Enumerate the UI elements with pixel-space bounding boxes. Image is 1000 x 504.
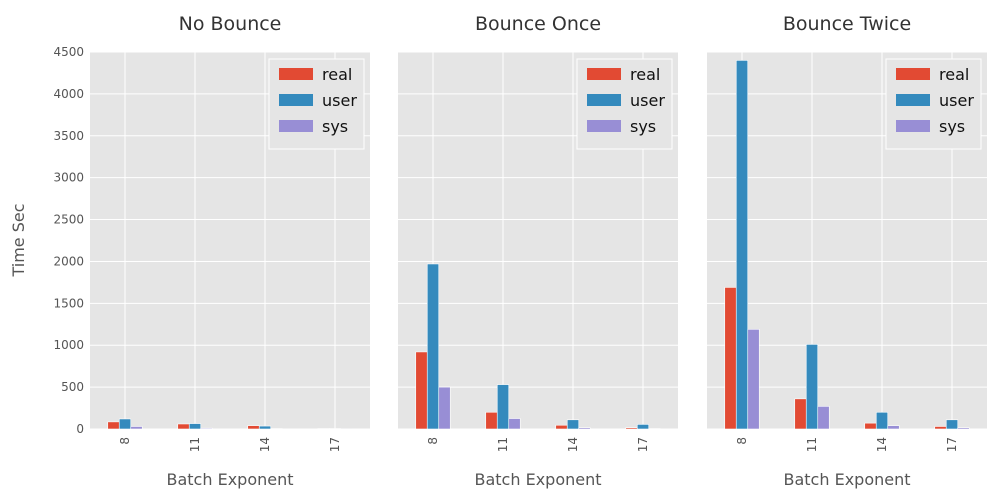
x-tick-label: 17 bbox=[945, 437, 959, 452]
legend-swatch-user bbox=[279, 94, 313, 106]
bar-real-11 bbox=[795, 399, 807, 429]
subplot-1: 8 11 14 17 0 500 1000 1500 2000 2500 3000 3500 4000 4… bbox=[53, 13, 370, 489]
bar-real-11 bbox=[486, 412, 498, 429]
y-tick-label: 3000 bbox=[53, 171, 84, 185]
legend-swatch-sys bbox=[896, 120, 930, 132]
y-tick-label: 3500 bbox=[53, 129, 84, 143]
x-tick-label: 11 bbox=[188, 437, 202, 452]
x-tick-label: 14 bbox=[258, 437, 272, 452]
x-tick-label: 17 bbox=[636, 437, 650, 452]
bar-sys-11 bbox=[509, 419, 521, 429]
x-axis-label: Batch Exponent bbox=[784, 470, 911, 489]
x-tick-label: 11 bbox=[805, 437, 819, 452]
y-tick-label: 0 bbox=[76, 422, 84, 436]
legend-label-user: user bbox=[939, 91, 974, 110]
x-tick-label: 8 bbox=[735, 437, 749, 445]
bar-sys-14 bbox=[888, 426, 900, 429]
y-tick-label: 1000 bbox=[53, 338, 84, 352]
legend-label-real: real bbox=[322, 65, 352, 84]
subplot-title: Bounce Twice bbox=[783, 13, 911, 35]
bar-real-14 bbox=[865, 423, 877, 429]
y-tick-label: 4000 bbox=[53, 87, 84, 101]
subplot-2: 8 11 14 17 Bounce Once Batch Exponent real user… bbox=[398, 13, 678, 489]
bar-sys-8 bbox=[131, 426, 143, 429]
bar-sys-11 bbox=[201, 428, 213, 429]
legend-swatch-sys bbox=[279, 120, 313, 132]
bar-sys-8 bbox=[439, 387, 451, 429]
bar-user-11 bbox=[497, 385, 509, 429]
bar-real-8 bbox=[416, 352, 428, 429]
bar-real-8 bbox=[725, 287, 737, 429]
bar-real-14 bbox=[248, 426, 260, 429]
x-axis-label: Batch Exponent bbox=[475, 470, 602, 489]
bar-user-11 bbox=[806, 344, 818, 429]
subplot-3: 8 11 14 17 Bounce Twice Batch Exponent real use… bbox=[707, 13, 987, 489]
bar-real-17 bbox=[935, 426, 947, 429]
x-tick-label: 17 bbox=[328, 437, 342, 452]
bar-sys-14 bbox=[579, 428, 591, 429]
legend-label-real: real bbox=[939, 65, 969, 84]
bar-user-14 bbox=[259, 426, 271, 429]
legend-swatch-sys bbox=[587, 120, 621, 132]
bar-user-11 bbox=[189, 424, 201, 429]
x-tick-label: 14 bbox=[566, 437, 580, 452]
x-tick-label: 8 bbox=[118, 437, 132, 445]
y-tick-label: 4500 bbox=[53, 45, 84, 59]
bar-user-14 bbox=[567, 420, 579, 429]
subplot-title: No Bounce bbox=[179, 13, 282, 35]
bar-sys-11 bbox=[818, 406, 830, 429]
legend-label-user: user bbox=[322, 91, 357, 110]
x-axis-label: Batch Exponent bbox=[167, 470, 294, 489]
bar-real-8 bbox=[108, 422, 120, 429]
y-tick-label: 1500 bbox=[53, 296, 84, 310]
bar-user-8 bbox=[427, 264, 439, 429]
y-tick-label: 2000 bbox=[53, 254, 84, 268]
y-axis-label: Time Sec bbox=[9, 203, 28, 277]
legend-swatch-real bbox=[279, 68, 313, 80]
bar-user-8 bbox=[736, 60, 748, 429]
legend-label-sys: sys bbox=[630, 117, 656, 136]
bar-real-17 bbox=[626, 428, 638, 429]
subplot-title: Bounce Once bbox=[475, 13, 601, 35]
bar-user-14 bbox=[876, 412, 888, 429]
bar-sys-8 bbox=[748, 329, 760, 429]
x-tick-label: 14 bbox=[875, 437, 889, 452]
legend-swatch-real bbox=[896, 68, 930, 80]
legend-label-user: user bbox=[630, 91, 665, 110]
bar-sys-17 bbox=[958, 428, 970, 429]
bar-real-14 bbox=[556, 425, 568, 429]
bar-user-17 bbox=[946, 420, 958, 429]
subplots: 8 11 14 17 0 500 1000 1500 2000 2500 3000 3500 4000 4… bbox=[53, 13, 987, 489]
x-tick-label: 11 bbox=[496, 437, 510, 452]
legend-swatch-user bbox=[587, 94, 621, 106]
legend-label-sys: sys bbox=[939, 117, 965, 136]
y-tick-label: 500 bbox=[61, 380, 84, 394]
legend-label-real: real bbox=[630, 65, 660, 84]
legend-swatch-user bbox=[896, 94, 930, 106]
legend-swatch-real bbox=[587, 68, 621, 80]
legend-label-sys: sys bbox=[322, 117, 348, 136]
bar-user-8 bbox=[119, 419, 131, 429]
bar-user-17 bbox=[637, 424, 649, 429]
y-tick-label: 2500 bbox=[53, 213, 84, 227]
x-tick-label: 8 bbox=[426, 437, 440, 445]
bar-real-11 bbox=[178, 424, 190, 429]
